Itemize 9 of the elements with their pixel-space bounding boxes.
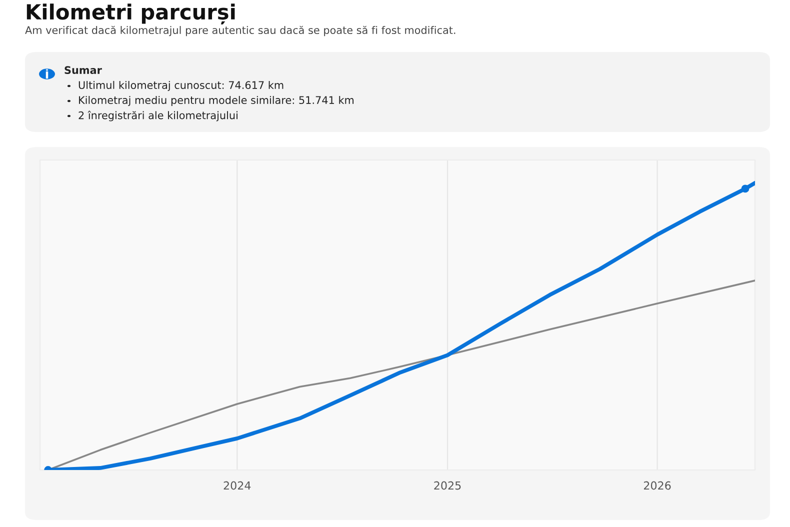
text: 2 înregistrări ale kilometrajului <box>78 110 238 122</box>
chart-title: Kilometri parcurși <box>26 4 235 24</box>
text: Sumar <box>64 66 102 74</box>
text: Ultimul kilometraj cunoscut: 74.617 km <box>78 80 284 92</box>
x-tick-label: 2026 <box>644 481 671 490</box>
x-tick-label: 2024 <box>224 481 251 490</box>
chart-subtitle: Am verificat dacă kilometrajul pare autentic sau dacă se poate să fi fost modificat. <box>25 26 456 36</box>
x-tick-label: 2025 <box>434 481 461 490</box>
text: Kilometraj mediu pentru modele similare: 51.741 km <box>79 96 354 106</box>
